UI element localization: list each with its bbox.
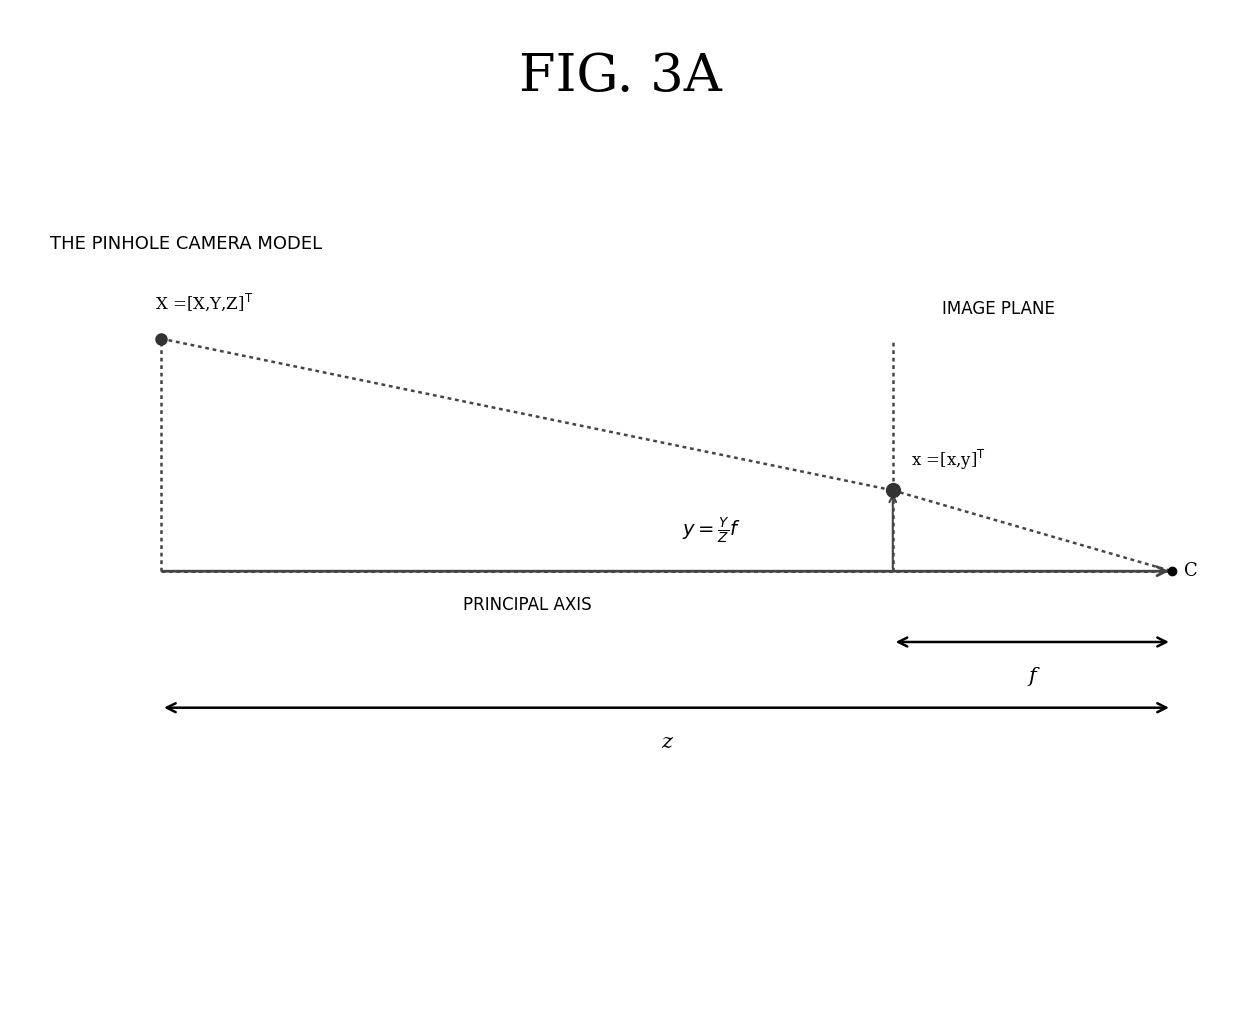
Text: FIG. 3A: FIG. 3A <box>518 51 722 101</box>
Text: $y = \frac{Y}{Z}f$: $y = \frac{Y}{Z}f$ <box>682 516 742 546</box>
Text: IMAGE PLANE: IMAGE PLANE <box>942 300 1055 318</box>
Text: z: z <box>661 733 672 752</box>
Text: PRINCIPAL AXIS: PRINCIPAL AXIS <box>463 596 591 615</box>
Text: f: f <box>1028 667 1037 686</box>
Text: C: C <box>1184 562 1198 580</box>
Text: x =[x,y]$^{\mathsf{T}}$: x =[x,y]$^{\mathsf{T}}$ <box>911 448 986 472</box>
Text: X =[X,Y,Z]$^{\mathsf{T}}$: X =[X,Y,Z]$^{\mathsf{T}}$ <box>155 292 253 313</box>
Text: THE PINHOLE CAMERA MODEL: THE PINHOLE CAMERA MODEL <box>50 235 321 253</box>
